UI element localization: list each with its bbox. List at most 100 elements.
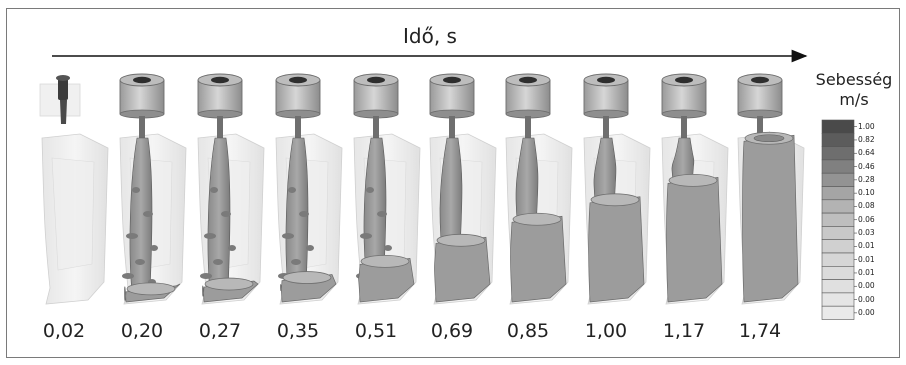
legend-value: 0.00 bbox=[858, 294, 875, 304]
metal-splash bbox=[150, 245, 158, 251]
metal-surface bbox=[436, 233, 486, 247]
legend-swatch bbox=[821, 265, 855, 280]
legend-value: 0.01 bbox=[858, 241, 875, 251]
snapshot-5 bbox=[353, 73, 421, 305]
metal-splash bbox=[200, 273, 212, 279]
legend-value: 1.00 bbox=[858, 121, 875, 131]
time-label: 1,00 bbox=[584, 320, 628, 342]
metal-splash bbox=[126, 233, 138, 239]
metal-surface bbox=[204, 277, 254, 291]
metal-fill bbox=[358, 257, 415, 303]
sprue bbox=[373, 116, 379, 142]
metal-splash bbox=[360, 233, 372, 239]
legend-title: Sebesség m/s bbox=[808, 70, 900, 110]
legend-value: 0.82 bbox=[858, 134, 875, 144]
inflow-sprue bbox=[60, 100, 67, 124]
time-label: 0,02 bbox=[42, 320, 86, 342]
metal-fill bbox=[666, 176, 723, 303]
sprue bbox=[295, 116, 301, 142]
snapshot-7 bbox=[505, 73, 573, 305]
metal-splash bbox=[135, 259, 145, 265]
metal-splash bbox=[213, 259, 223, 265]
time-label: 0,20 bbox=[120, 320, 164, 342]
legend-swatch bbox=[821, 252, 855, 267]
legend-swatch bbox=[821, 199, 855, 214]
metal-surface bbox=[590, 193, 640, 207]
legend-swatch bbox=[821, 212, 855, 227]
legend-value: 0.10 bbox=[858, 188, 875, 198]
legend-swatch bbox=[821, 119, 855, 134]
inflow-stream bbox=[58, 76, 68, 100]
legend-swatch bbox=[821, 172, 855, 187]
metal-surface bbox=[282, 271, 332, 284]
legend-swatch bbox=[821, 146, 855, 161]
pouring-cup-hole bbox=[367, 76, 385, 84]
metal-splash bbox=[210, 187, 218, 193]
metal-splash bbox=[306, 245, 314, 251]
pouring-cup-hole bbox=[289, 76, 307, 84]
metal-fill bbox=[742, 134, 799, 303]
mould-inner-face bbox=[51, 157, 95, 271]
time-label: 0,35 bbox=[276, 320, 320, 342]
metal-fill bbox=[510, 215, 567, 303]
legend-swatch bbox=[821, 292, 855, 307]
time-label: 0,27 bbox=[198, 320, 242, 342]
legend-value: 0.00 bbox=[858, 307, 875, 317]
pouring-cup-hole bbox=[675, 76, 693, 84]
legend-value: 0.01 bbox=[858, 267, 875, 277]
sprue bbox=[757, 116, 763, 142]
snapshot-2 bbox=[119, 73, 187, 305]
legend-value: 0.28 bbox=[858, 174, 875, 184]
legend-swatch bbox=[821, 133, 855, 147]
legend-value: 0.01 bbox=[858, 254, 875, 264]
legend-title-quantity: Sebesség bbox=[815, 70, 893, 89]
snapshot-3 bbox=[197, 73, 265, 305]
legend-swatch bbox=[821, 186, 855, 201]
pouring-cup-hole bbox=[597, 76, 615, 84]
metal-surface bbox=[512, 212, 562, 226]
metal-splash bbox=[204, 233, 216, 239]
sprue bbox=[525, 116, 531, 142]
snapshot-8 bbox=[583, 73, 651, 305]
metal-fill bbox=[588, 196, 645, 303]
snapshot-10 bbox=[737, 73, 805, 305]
inflow-top bbox=[56, 75, 70, 81]
sprue bbox=[139, 116, 145, 142]
legend-title-unit: m/s bbox=[839, 90, 869, 109]
legend-swatch bbox=[821, 279, 855, 294]
metal-splash bbox=[228, 245, 236, 251]
legend-value: 0.03 bbox=[858, 228, 875, 238]
metal-splash bbox=[143, 211, 153, 217]
time-label: 0,51 bbox=[354, 320, 398, 342]
metal-surface bbox=[668, 173, 718, 187]
metal-splash bbox=[288, 187, 296, 193]
pouring-cup-hole bbox=[211, 76, 229, 84]
legend-swatch bbox=[821, 239, 855, 254]
metal-splash bbox=[384, 245, 392, 251]
sprue bbox=[603, 116, 609, 142]
pouring-cup-hole bbox=[443, 76, 461, 84]
legend-value: 0.06 bbox=[858, 214, 875, 224]
pouring-cup-hole bbox=[751, 76, 769, 84]
sprue bbox=[217, 116, 223, 142]
metal-surface-inner bbox=[753, 134, 785, 143]
snapshot-9 bbox=[661, 73, 729, 305]
metal-splash bbox=[122, 273, 134, 279]
time-label: 1,17 bbox=[662, 320, 706, 342]
snapshot-1 bbox=[39, 75, 109, 305]
metal-surface bbox=[360, 254, 410, 268]
time-label: 0,85 bbox=[506, 320, 550, 342]
metal-splash bbox=[299, 211, 309, 217]
legend-swatch bbox=[821, 305, 855, 320]
snapshot-6 bbox=[429, 73, 497, 305]
metal-splash bbox=[377, 211, 387, 217]
legend-swatch bbox=[821, 226, 855, 240]
metal-splash bbox=[291, 259, 301, 265]
legend-value: 0.46 bbox=[858, 161, 875, 171]
legend-value: 0.00 bbox=[858, 281, 875, 291]
legend-value: 0.64 bbox=[858, 148, 875, 158]
metal-fill bbox=[434, 236, 491, 303]
metal-surface bbox=[126, 282, 176, 296]
metal-splash bbox=[366, 187, 374, 193]
